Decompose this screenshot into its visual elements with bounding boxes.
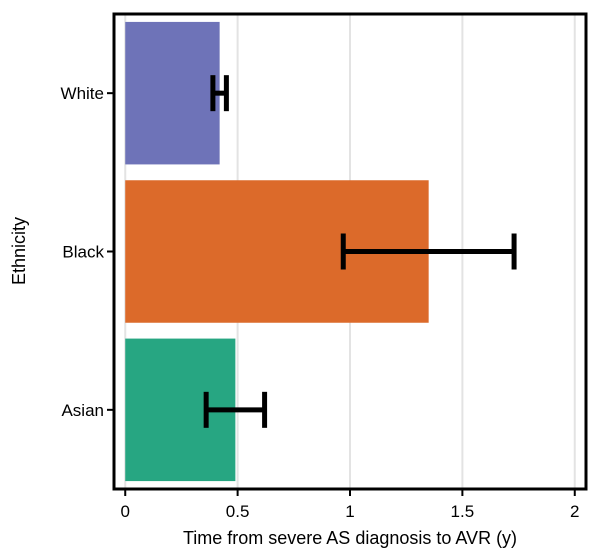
x-axis-ticks: 0 0.5 1 1.5 2 — [121, 489, 579, 521]
y-tick-label-asian: Asian — [61, 401, 104, 420]
error-bar-asian — [203, 391, 268, 428]
y-axis-title: Ethnicity — [9, 217, 29, 285]
y-tick-label-white: White — [61, 84, 104, 103]
error-bar-black — [340, 233, 517, 270]
x-axis-title: Time from severe AS diagnosis to AVR (y) — [183, 528, 517, 548]
error-bars — [203, 75, 517, 428]
x-tick-label: 2 — [570, 502, 579, 521]
x-tick-label: 1 — [345, 502, 354, 521]
x-tick-label: 0.5 — [226, 502, 250, 521]
y-axis-ticks: White Black Asian — [61, 84, 114, 420]
x-tick-label: 0 — [121, 502, 130, 521]
bar-white — [125, 21, 220, 165]
x-tick-label: 1.5 — [451, 502, 475, 521]
y-tick-label-black: Black — [62, 243, 104, 262]
error-bar-white — [210, 75, 229, 112]
